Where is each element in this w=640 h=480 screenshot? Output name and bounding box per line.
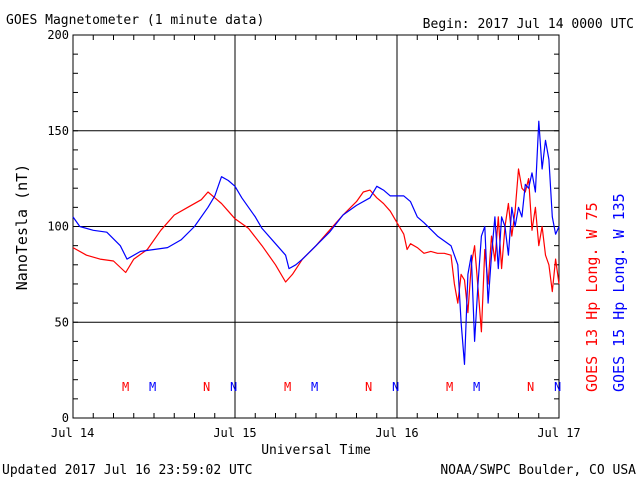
series-layer — [72, 120, 560, 365]
y-tick-label: 150 — [47, 124, 69, 138]
x-axis-label: Universal Time — [261, 443, 371, 458]
series-line-0 — [72, 168, 560, 333]
local-time-marker: M — [122, 380, 129, 394]
x-tick-label: Jul 15 — [213, 426, 256, 440]
local-time-marker: N — [527, 380, 534, 394]
local-time-marker: M — [149, 380, 156, 394]
y-tick-label: 200 — [47, 28, 69, 42]
chart-title: GOES Magnetometer (1 minute data) — [6, 13, 264, 28]
updated-timestamp: Updated 2017 Jul 16 23:59:02 UTC — [2, 463, 252, 478]
x-tick-label: Jul 16 — [375, 426, 418, 440]
local-time-marker: N — [554, 380, 561, 394]
begin-time: Begin: 2017 Jul 14 0000 UTC — [423, 17, 634, 32]
source-credit: NOAA/SWPC Boulder, CO USA — [440, 463, 636, 478]
local-time-marker: N — [203, 380, 210, 394]
local-time-marker: N — [392, 380, 399, 394]
local-time-marker: M — [311, 380, 318, 394]
local-time-marker: N — [230, 380, 237, 394]
local-time-marker: M — [446, 380, 453, 394]
y-tick-label: 0 — [62, 411, 69, 425]
local-time-marker: N — [365, 380, 372, 394]
y-tick-label: 50 — [55, 315, 69, 329]
x-axis-ticks: Jul 14 Jul 15 Jul 16 Jul 17 — [51, 426, 581, 440]
legend-goes-13: GOES 13 Hp Long. W 75 — [583, 202, 601, 392]
plot-grid — [72, 34, 560, 419]
series-line-1 — [72, 120, 560, 365]
local-time-marker: M — [473, 380, 480, 394]
y-axis-label: NanoTesla (nT) — [13, 164, 31, 290]
local-time-marker: M — [284, 380, 291, 394]
x-tick-label: Jul 17 — [537, 426, 580, 440]
legend-goes-15: GOES 15 Hp Long. W 135 — [610, 193, 628, 392]
y-tick-label: 100 — [47, 220, 69, 234]
x-tick-label: Jul 14 — [51, 426, 94, 440]
y-axis-ticks: 0 50 100 150 200 — [47, 28, 69, 425]
